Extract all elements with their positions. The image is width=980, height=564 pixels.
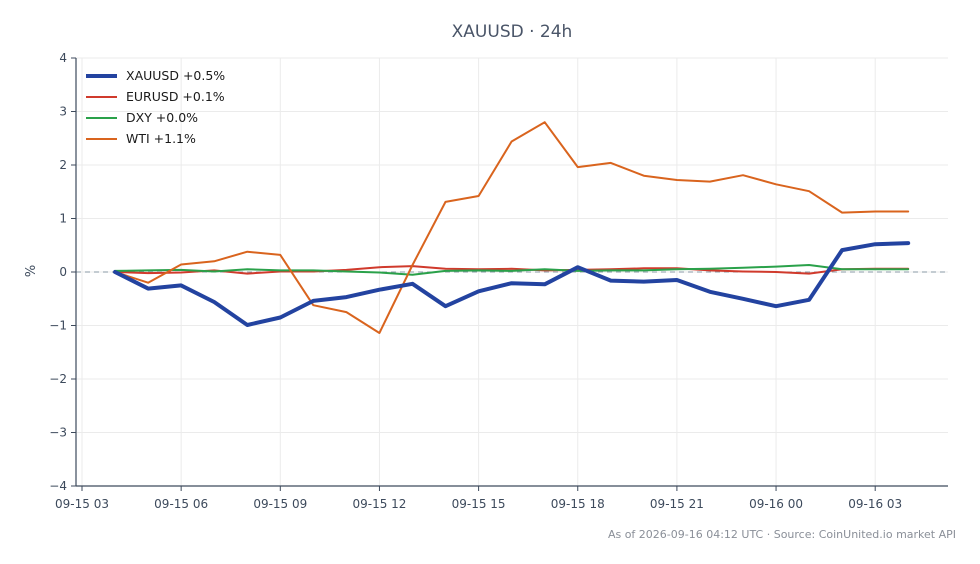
legend-label: EURUSD +0.1% [126, 89, 225, 104]
legend-label: WTI +1.1% [126, 131, 196, 146]
x-tick-label: 09-16 00 [749, 497, 803, 511]
x-tick-label: 09-15 06 [154, 497, 208, 511]
x-tick-label: 09-15 09 [253, 497, 307, 511]
y-axis-label: % [24, 265, 39, 277]
legend-label: DXY +0.0% [126, 110, 198, 125]
x-tick-label: 09-15 15 [452, 497, 506, 511]
y-axis-ticks: −4 −3 −2 −1 0 1 2 3 4 [49, 51, 76, 493]
x-tick-label: 09-15 21 [650, 497, 704, 511]
series-line-wti [114, 121, 910, 334]
x-tick-label: 09-15 03 [55, 497, 109, 511]
x-tick-label: 09-15 12 [352, 497, 406, 511]
y-tick-label: 3 [59, 105, 67, 119]
legend-label: XAUUSD +0.5% [126, 68, 225, 83]
series-line-eurusd [114, 265, 910, 275]
chart-title: XAUUSD · 24h [452, 22, 573, 42]
legend: XAUUSD +0.5% EURUSD +0.1% DXY +0.0% WTI +1.… [86, 68, 225, 146]
footer-source: As of 2026-09-16 04:12 UTC · Source: Coi… [608, 528, 956, 541]
y-tick-label: −3 [49, 426, 67, 440]
y-tick-label: 0 [59, 265, 67, 279]
y-tick-label: −2 [49, 372, 67, 386]
y-tick-label: 4 [59, 51, 67, 65]
y-tick-label: −4 [49, 479, 67, 493]
series-lines [113, 121, 911, 334]
series-line-xauusd [113, 241, 911, 327]
y-tick-label: −1 [49, 319, 67, 333]
series-line-dxy [114, 264, 910, 276]
y-tick-label: 1 [59, 212, 67, 226]
x-tick-label: 09-16 03 [848, 497, 902, 511]
x-axis-ticks: 09-15 03 09-15 06 09-15 09 09-15 12 09-15 15… [55, 486, 902, 511]
x-tick-label: 09-15 18 [551, 497, 605, 511]
y-tick-label: 2 [59, 158, 67, 172]
